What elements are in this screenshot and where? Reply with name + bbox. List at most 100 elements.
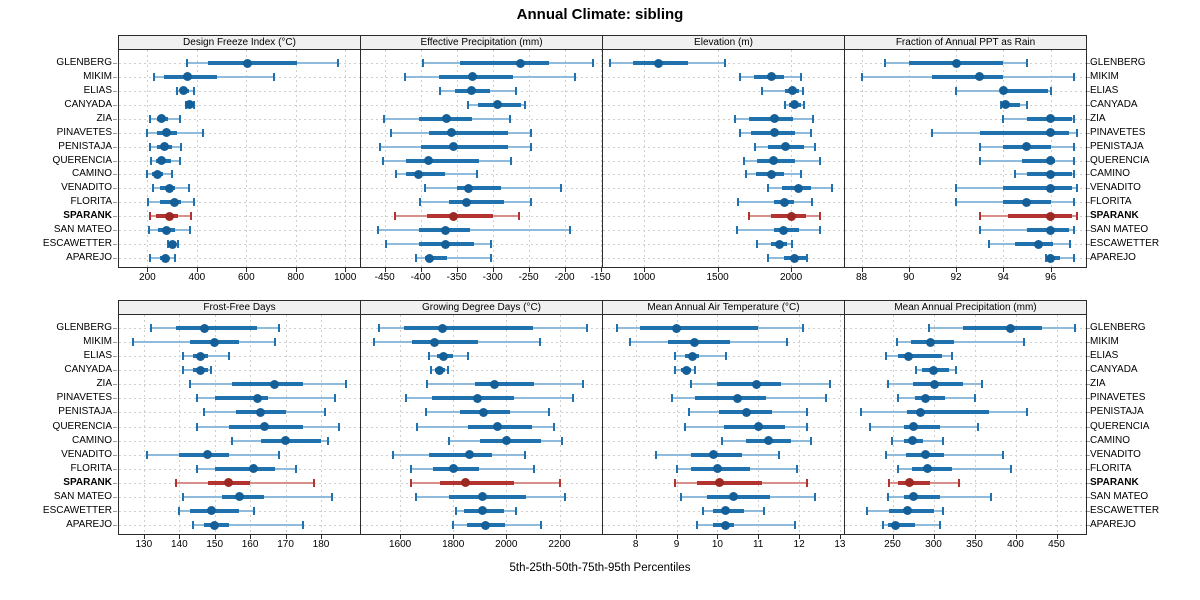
median-dot [196, 351, 205, 361]
x-tick-label: 1600 [388, 539, 412, 550]
whisker-cap [429, 366, 432, 375]
iqr-band [639, 326, 759, 330]
station-label-right: QUERENCIA [1090, 154, 1150, 166]
h-gridline [845, 356, 1086, 358]
x-tick-label: 160 [241, 539, 259, 550]
whisker-cap [673, 478, 676, 487]
v-gridline [147, 50, 149, 267]
whisker-cap [1075, 128, 1078, 137]
whisker-cap [186, 59, 188, 67]
y-tick [1086, 188, 1090, 190]
median-dot [733, 393, 743, 403]
median-dot [1046, 183, 1056, 193]
median-dot [252, 393, 262, 403]
whisker-cap [146, 170, 149, 179]
iqr-band [214, 396, 268, 401]
iqr-band [904, 424, 941, 429]
panel-title: Frost-Free Days [203, 302, 276, 313]
iqr-band [904, 494, 941, 499]
median-dot [424, 253, 434, 263]
whisker-cap [887, 380, 890, 389]
h-gridline [119, 174, 360, 176]
whisker-cap [419, 198, 421, 207]
whisker-cap [766, 254, 769, 262]
whisker-cap [860, 408, 863, 417]
x-tick-label: 8 [632, 539, 639, 550]
panel-1: Design Freeze Index (°C) [118, 35, 361, 268]
whisker-cap [132, 338, 135, 347]
median-dot [224, 478, 234, 488]
median-dot [751, 379, 761, 389]
station-label-right: MIKIM [1090, 336, 1119, 348]
y-tick [1086, 244, 1090, 246]
h-gridline [845, 174, 1086, 176]
x-tick [644, 268, 646, 272]
panel-2: Effective Precipitation (mm) [360, 35, 603, 268]
y-tick [113, 90, 117, 92]
whisker-cap [344, 380, 347, 389]
y-tick [1086, 104, 1090, 106]
x-tick-label: 94 [997, 272, 1009, 283]
median-dot [468, 72, 477, 82]
whisker-cap [193, 86, 196, 95]
whisker-cap [806, 254, 809, 262]
y-tick [113, 342, 117, 344]
iqr-band [425, 256, 447, 260]
x-tick [400, 535, 402, 539]
v-gridline [974, 315, 976, 534]
y-tick [113, 398, 117, 400]
whisker-cap [273, 338, 276, 347]
median-dot [161, 128, 171, 138]
whisker-cap [1073, 226, 1076, 235]
median-dot [1022, 197, 1032, 207]
y-tick [113, 258, 117, 259]
h-gridline [603, 160, 844, 162]
whisker-cap [988, 240, 991, 249]
whisker-line [378, 229, 570, 232]
y-tick [113, 160, 117, 162]
v-gridline [345, 50, 347, 267]
whisker-cap [1002, 114, 1005, 123]
whisker-cap [148, 114, 151, 123]
y-tick [1086, 63, 1090, 64]
iqr-band [460, 61, 549, 65]
whisker-cap [884, 59, 887, 67]
median-dot [925, 337, 935, 347]
whisker-cap [767, 184, 770, 193]
median-dot [439, 351, 449, 361]
median-dot [780, 142, 790, 152]
median-dot [905, 478, 915, 488]
whisker-cap [868, 422, 871, 431]
whisker-cap [181, 352, 184, 361]
x-tick [492, 268, 494, 272]
whisker-cap [415, 492, 417, 501]
x-tick [564, 268, 566, 272]
median-dot [923, 464, 933, 474]
x-tick [1003, 268, 1005, 272]
panel-title: Fraction of Annual PPT as Rain [895, 37, 1036, 48]
median-dot [907, 436, 917, 446]
y-tick [113, 174, 117, 176]
median-dot [281, 436, 291, 446]
h-gridline [603, 216, 844, 218]
v-gridline [635, 315, 637, 534]
x-tick [635, 535, 637, 539]
whisker-cap [687, 408, 690, 417]
y-tick [1086, 384, 1090, 386]
median-dot [157, 114, 167, 124]
v-gridline [892, 315, 894, 534]
h-gridline [845, 104, 1086, 106]
whisker-cap [628, 338, 631, 347]
y-tick [1086, 482, 1090, 484]
whisker-cap [393, 212, 396, 221]
station-label-left: MIKIM [83, 336, 112, 348]
panel-strip: Mean Annual Air Temperature (°C) [603, 301, 844, 315]
x-tick [250, 535, 252, 539]
y-tick [1086, 496, 1090, 498]
whisker-cap [1026, 408, 1028, 417]
whisker-cap [424, 184, 426, 193]
panel-plot [845, 50, 1086, 267]
whisker-line [674, 355, 726, 358]
median-dot [1046, 156, 1056, 165]
v-gridline [799, 315, 801, 534]
